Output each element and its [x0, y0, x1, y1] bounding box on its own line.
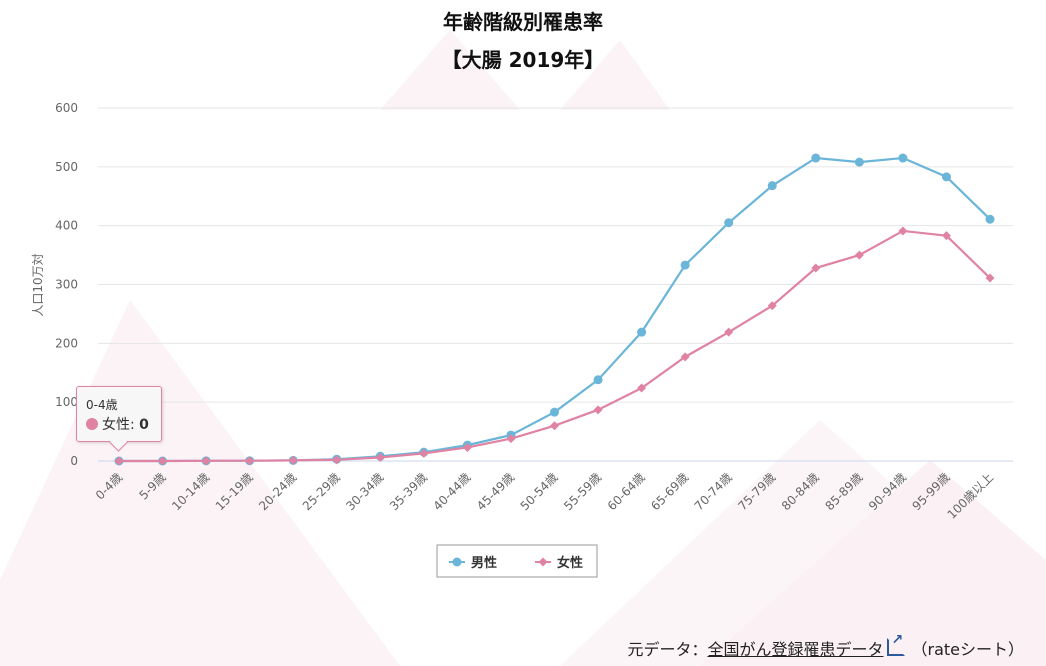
x-tick-label: 60-64歳 — [605, 470, 648, 513]
data-point[interactable] — [724, 218, 734, 228]
y-tick-label: 500 — [55, 160, 78, 174]
data-point[interactable] — [941, 231, 951, 241]
footer-source: 元データ：全国がん登録罹患データ （rateシート） — [627, 632, 1024, 660]
data-point[interactable] — [637, 383, 647, 393]
y-tick-label: 200 — [55, 336, 78, 350]
data-point[interactable] — [854, 250, 864, 260]
y-tick-label: 300 — [55, 278, 78, 292]
data-point[interactable] — [985, 273, 995, 283]
data-point[interactable] — [767, 181, 777, 191]
chart-title: 年齢階級別罹患率 — [443, 10, 603, 34]
x-tick-label: 65-69歳 — [648, 470, 691, 513]
y-axis-label: 人口10万対 — [31, 253, 45, 316]
x-tick-label: 30-34歳 — [343, 470, 386, 513]
footer-suffix: （rateシート） — [911, 640, 1024, 659]
data-point[interactable] — [375, 452, 385, 462]
data-point[interactable] — [593, 405, 603, 415]
data-point[interactable] — [811, 263, 821, 273]
x-tick-label: 25-29歳 — [300, 470, 343, 513]
data-point[interactable] — [767, 301, 777, 311]
data-point[interactable] — [245, 456, 255, 466]
data-point[interactable] — [637, 327, 647, 337]
data-point[interactable] — [550, 421, 559, 431]
data-point[interactable] — [941, 172, 951, 182]
female-dot-icon — [86, 418, 98, 430]
legend-diamond-icon — [538, 557, 548, 567]
data-point[interactable] — [114, 456, 124, 466]
legend: 男性 女性 — [436, 544, 598, 578]
data-point[interactable] — [724, 327, 734, 337]
legend-label: 男性 — [471, 555, 497, 571]
legend-item[interactable]: 女性 — [535, 555, 583, 571]
data-point[interactable] — [593, 375, 603, 385]
y-tick-label: 100 — [55, 395, 78, 409]
data-point[interactable] — [462, 442, 472, 452]
chart-subtitle: 【大腸 2019年】 — [441, 48, 605, 72]
x-tick-label: 40-44歳 — [430, 470, 473, 513]
data-point[interactable] — [201, 456, 211, 466]
y-tick-label: 0 — [70, 454, 78, 468]
data-point[interactable] — [811, 153, 821, 163]
x-tick-label: 35-39歳 — [387, 470, 430, 513]
source-link[interactable]: 全国がん登録罹患データ — [707, 640, 884, 659]
tooltip-value: 0 — [139, 417, 149, 433]
series-female — [114, 226, 995, 466]
external-link-icon[interactable] — [887, 632, 906, 656]
data-point[interactable] — [898, 226, 908, 236]
data-point[interactable] — [332, 455, 342, 465]
data-point[interactable] — [506, 434, 516, 444]
legend-label: 女性 — [557, 555, 583, 571]
tooltip-category: 0-4歳 — [86, 398, 118, 412]
tooltip-series: 女性: — [102, 417, 140, 433]
data-point[interactable] — [680, 260, 690, 270]
series-male — [114, 153, 995, 466]
footer-prefix: 元データ： — [627, 640, 708, 659]
y-tick-label: 400 — [55, 219, 78, 233]
data-point[interactable] — [985, 214, 995, 224]
data-point[interactable] — [288, 455, 298, 465]
tooltip: 0-4歳 女性: 0 — [76, 386, 162, 442]
y-tick-label: 600 — [55, 101, 78, 115]
data-point[interactable] — [550, 407, 559, 417]
x-tick-label: 50-54歳 — [518, 470, 561, 513]
data-point[interactable] — [898, 153, 908, 163]
data-point[interactable] — [854, 157, 864, 167]
x-tick-label: 55-59歳 — [561, 470, 604, 513]
data-point[interactable] — [419, 448, 429, 458]
x-tick-label: 45-49歳 — [474, 470, 517, 513]
legend-circle-icon — [452, 557, 462, 567]
data-point[interactable] — [680, 352, 690, 362]
legend-item[interactable]: 男性 — [449, 555, 497, 571]
data-point[interactable] — [158, 456, 168, 466]
